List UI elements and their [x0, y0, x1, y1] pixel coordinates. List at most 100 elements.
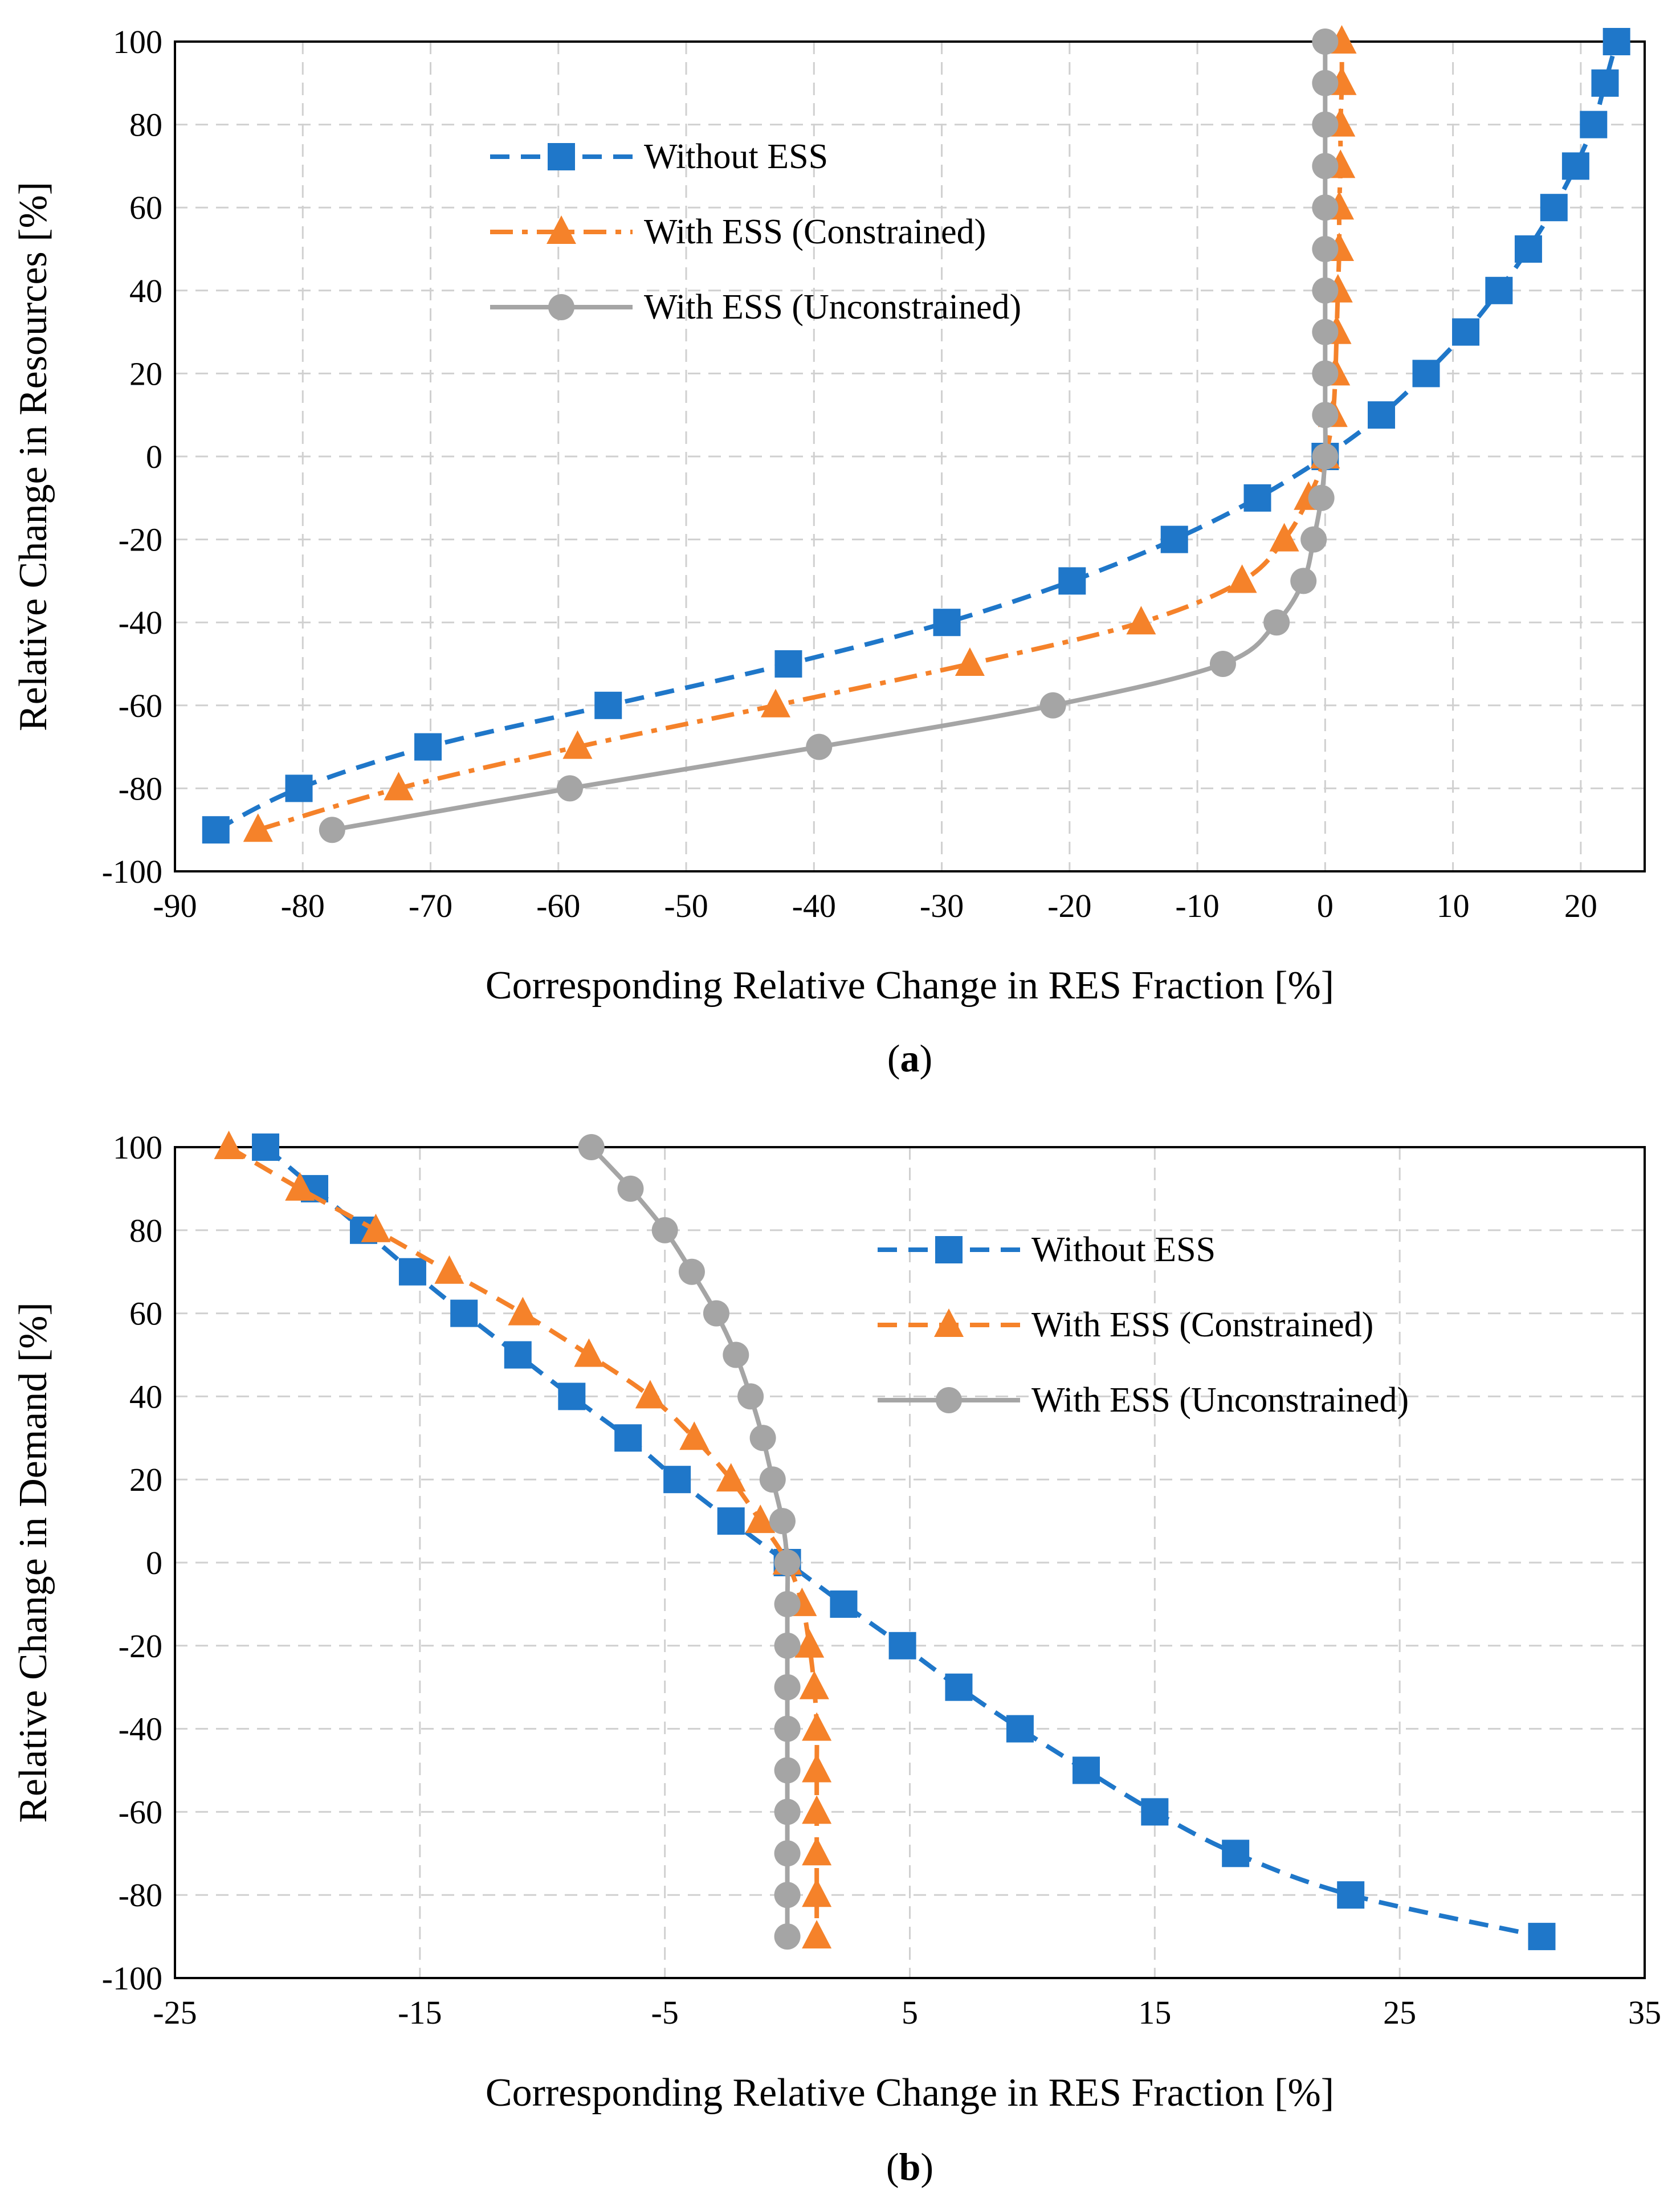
chart-b-series-3-point: [703, 1300, 729, 1327]
chart-b-legend-marker-1: [935, 1236, 963, 1263]
chart-b-series-2-point: [802, 1837, 832, 1866]
chart-b-series-1-point: [663, 1466, 691, 1494]
chart-b-series-3-point: [774, 1591, 801, 1617]
chart-b-legend-label-2: With ESS (Constrained): [1031, 1306, 1373, 1344]
chart-a-series-2-point: [1227, 564, 1257, 593]
chart-b-y-tick-label: 20: [129, 1461, 162, 1498]
chart-b-y-tick-label: -100: [102, 1960, 162, 1997]
chart-b-series-1-point: [614, 1424, 642, 1452]
chart-a-series-3-point: [1312, 111, 1339, 138]
chart-a-x-tick-label: -40: [792, 887, 836, 924]
chart-a-series-2-point: [1269, 523, 1299, 552]
chart-b-series-3-point: [759, 1466, 786, 1493]
chart-a-x-ticks: -90 -80 -70 -60 -50 -40 -30 -20 -10 0 10 20: [153, 887, 1597, 924]
chart-b-series-1-point: [504, 1341, 532, 1369]
chart-b-series-3-point: [749, 1425, 776, 1451]
chart-b-series-2-point: [802, 1712, 832, 1741]
chart-a-series-3-point: [1312, 360, 1339, 387]
chart-b-series-3-point: [774, 1674, 801, 1701]
chart-b-series-2-point: [794, 1629, 825, 1658]
chart-b-series-3-point: [617, 1175, 644, 1202]
chart-a-series-1-point: [1368, 401, 1396, 429]
chart-a-series-1-point: [1580, 111, 1608, 138]
chart-a-series-3-point: [1312, 194, 1339, 221]
chart-b-series-3-point: [651, 1217, 678, 1243]
chart-a-series-3-point: [1312, 70, 1339, 96]
chart-a-y-tick-label: 60: [129, 189, 162, 226]
chart-b-series-3-point: [737, 1383, 764, 1410]
chart-a-legend-label-3: With ESS (Unconstrained): [644, 288, 1021, 327]
chart-b-series-3-point: [774, 1632, 801, 1659]
chart-b-y-tick-label: -20: [119, 1628, 162, 1665]
chart-a-series-1-point: [1514, 235, 1542, 263]
chart-a-x-tick-label: -60: [536, 887, 580, 924]
chart-b-series-2-line: [227, 1145, 819, 1937]
chart-b-series-3-point: [578, 1134, 605, 1160]
chart-a-series-3-point: [806, 733, 833, 760]
chart-b-x-tick-label: 35: [1628, 1994, 1661, 2031]
chart-b-series-3-point: [774, 1923, 801, 1950]
chart-b-series-2-point: [745, 1504, 776, 1534]
chart-b-x-tick-label: 5: [902, 1994, 918, 2031]
chart-b-series-3-point: [774, 1757, 801, 1784]
chart-a-y-label: Relative Change in Resources [%]: [11, 182, 55, 731]
chart-a-x-tick-label: -80: [281, 887, 325, 924]
chart-b-grid: [175, 1147, 1645, 1978]
chart-a-series-3-point: [1308, 484, 1335, 511]
chart-b-y-tick-label: -40: [119, 1711, 162, 1748]
chart-b-series-1-point: [888, 1632, 916, 1659]
chart-a-legend-label-1: Without ESS: [644, 137, 828, 176]
chart-b-y-ticks: -100 -80 -60 -40 -20 0 20 40 60 80 100: [102, 1129, 162, 1997]
chart-b-series-1-point: [1528, 1923, 1556, 1951]
chart-a-legend: Without ESS With ESS (Constrained) With ES…: [490, 137, 1021, 327]
chart-b-series: [214, 1131, 1556, 1951]
chart-b-series-2-point: [802, 1920, 832, 1949]
chart-b-series-3-point: [678, 1258, 705, 1285]
chart-b-x-label: Corresponding Relative Change in RES Fra…: [486, 2071, 1334, 2115]
chart-a-series-1-point: [1412, 360, 1440, 388]
chart-a-series-3-point: [1312, 443, 1339, 470]
chart-b-series-2-point: [574, 1338, 604, 1367]
chart-b-panel-label: b: [899, 2145, 921, 2188]
chart-a-series-2-point: [955, 647, 985, 676]
chart-a-x-tick-label: -20: [1047, 887, 1091, 924]
chart-b-series-2-point: [361, 1213, 391, 1242]
chart-a-y-tick-label: 40: [129, 272, 162, 309]
chart-a-series-2-point: [243, 813, 273, 842]
chart-b-series-1-point: [1072, 1756, 1100, 1784]
chart-a-series-1-point: [933, 609, 961, 637]
chart-a-series-1-point: [1485, 276, 1513, 304]
chart-a-series-1-point: [1540, 194, 1568, 222]
chart-a-series-2-point: [1126, 606, 1156, 635]
chart-b-y-tick-label: 100: [113, 1129, 162, 1166]
chart-a-x-tick-label: -30: [920, 887, 964, 924]
chart-a-series-1-point: [594, 691, 622, 719]
chart-b-series-1-point: [1006, 1715, 1034, 1743]
chart-a-series-3-point: [319, 817, 345, 843]
chart-b-series-1-point: [830, 1590, 858, 1618]
chart-b-legend: Without ESS With ESS (Constrained) With ES…: [878, 1230, 1409, 1420]
chart-a-series-3-point: [556, 775, 583, 802]
chart-b-series-2-point: [679, 1421, 709, 1450]
chart-a-series-1-point: [285, 774, 313, 802]
chart-b-y-tick-label: 60: [129, 1295, 162, 1332]
chart-a-series-1-point: [1058, 567, 1086, 595]
chart-a-y-ticks: -100 -80 -60 -40 -20 0 20 40 60 80 100: [102, 23, 162, 890]
chart-a-series-1-point: [1561, 152, 1589, 180]
chart-b-series-2-point: [434, 1255, 464, 1284]
chart-b-series-2-point: [214, 1131, 244, 1159]
chart-a-series-1-point: [1602, 28, 1630, 55]
chart-b-series-2-point: [799, 1670, 829, 1699]
chart-a-y-tick-label: 80: [129, 107, 162, 144]
chart-b-legend-marker-2: [934, 1308, 964, 1337]
chart-panel-a: -90 -80 -70 -60 -50 -40 -30 -20 -10 0 10 20 -100-80…: [11, 23, 1646, 1080]
chart-a-legend-marker-2: [547, 215, 576, 244]
chart-a-series-3-point: [1300, 526, 1327, 553]
chart-b-series-1-line: [264, 1145, 1543, 1939]
chart-b-series-2-point: [285, 1172, 315, 1201]
chart-a-series-3-point: [1312, 28, 1339, 55]
chart-a-series: [202, 25, 1630, 844]
chart-a-series-2-point: [761, 688, 791, 717]
chart-a-series-1-point: [1243, 484, 1271, 512]
